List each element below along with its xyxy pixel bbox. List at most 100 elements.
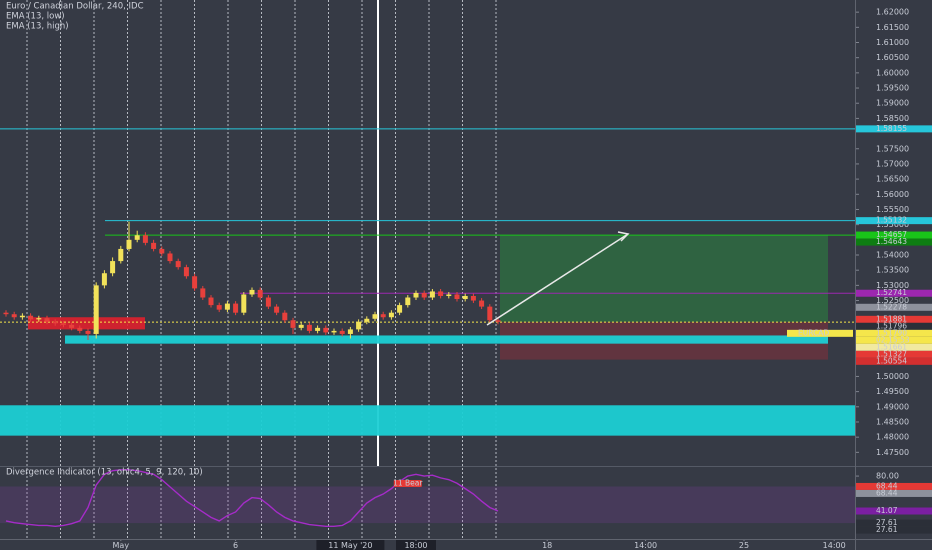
x-tick-label: 11 May '20 (328, 541, 372, 550)
price-tag-label: 1.52741 (876, 288, 907, 297)
price-tag (856, 303, 932, 311)
candle-body (167, 253, 173, 262)
x-tick-label: 6 (233, 541, 238, 550)
y-tick-label: 1.54000 (876, 251, 909, 260)
candle-body (192, 276, 198, 289)
candle-body (101, 273, 107, 286)
candle-body (438, 291, 444, 296)
value-tag (856, 507, 932, 515)
x-tick-label: May (113, 541, 130, 550)
candle-body (69, 324, 75, 328)
price-tag (856, 125, 932, 133)
candle-body (28, 315, 34, 320)
y-tick-label: 1.62000 (876, 8, 909, 17)
annotation: 11 Bear (393, 479, 423, 488)
x-tick-label: 14:00 (823, 541, 846, 550)
candle-body (470, 295, 476, 301)
price-tag-label: 1.51661 (876, 342, 907, 351)
price-tag (856, 315, 932, 323)
candle-body (93, 285, 99, 334)
candle-body (298, 324, 304, 328)
x-tick-label: 25 (739, 541, 749, 550)
candle-body (364, 318, 370, 322)
price-tag (856, 357, 932, 365)
price-tag-label: 1.51796 (876, 321, 907, 330)
x-tick-label: 18 (542, 541, 552, 550)
zone (65, 335, 828, 344)
panel-title: Divergence Indicator (13, ohlc4, 5, 9, 1… (6, 468, 203, 478)
y-tick-label: 1.49000 (876, 402, 909, 411)
y-tick-label: 1.57000 (876, 159, 909, 168)
value-tag-label: 68.44 (876, 488, 898, 497)
value-tag-label: 41.07 (876, 506, 898, 515)
candle-body (347, 329, 353, 334)
candle-body (339, 330, 345, 334)
price-tag (856, 231, 932, 239)
price-tag (856, 217, 932, 225)
y-tick-label: 1.47500 (876, 448, 909, 457)
candle-body (183, 267, 189, 277)
candle-body (380, 314, 386, 318)
y-tick-label: 1.49500 (876, 387, 909, 396)
y-tick-label: 1.57500 (876, 144, 909, 153)
x-tick-label: 18:00 (404, 541, 427, 550)
price-tag (856, 350, 932, 358)
y-tick-label: 1.60500 (876, 53, 909, 62)
indicator-band (0, 486, 855, 524)
candle-body (356, 321, 362, 330)
price-tag (856, 289, 932, 297)
price-tag-label: 1.55132 (876, 216, 907, 225)
candle-body (216, 305, 222, 310)
annotation-box (393, 480, 422, 487)
x-tick-label: 14:00 (634, 541, 657, 550)
profit-zone (500, 235, 828, 322)
candle-body (200, 288, 206, 298)
price-tag-label: 1.58155 (876, 124, 907, 133)
candle-body (36, 318, 42, 320)
price-tag-label: 1.51327 (876, 349, 907, 358)
candle-body (487, 306, 493, 321)
time-highlight (396, 540, 436, 550)
candle-body (44, 318, 50, 322)
candle-body (241, 294, 247, 313)
y-tick-label: 1.55500 (876, 205, 909, 214)
price-tag (856, 329, 932, 337)
price-tag-label: 1.54643 (876, 237, 907, 246)
candle-body (77, 327, 83, 331)
y-tick-label: 1.50000 (876, 372, 909, 381)
y-tick-label: 1.53500 (876, 266, 909, 275)
value-tag (856, 482, 932, 490)
candle-body (159, 248, 165, 254)
candle-body (151, 242, 157, 249)
candle-body (175, 261, 181, 268)
zone (28, 317, 145, 330)
candle-body (405, 297, 411, 306)
trend-arrow (486, 233, 629, 326)
y-tick-label: 1.48000 (876, 433, 909, 442)
candle-body (479, 300, 485, 307)
candle-body (429, 291, 435, 298)
candle-body (85, 330, 91, 334)
candle-body (274, 306, 280, 313)
price-tag (856, 343, 932, 351)
candle-body (315, 327, 321, 331)
price-tag-label: 02:15:53 (876, 335, 910, 344)
price-tag (856, 336, 932, 344)
candle-body (397, 305, 403, 313)
symbol-tag (787, 329, 853, 337)
candle-body (11, 314, 17, 318)
candle-body (208, 297, 214, 306)
value-tag (856, 519, 932, 527)
candle-body (446, 294, 452, 296)
candle-body (3, 312, 9, 315)
price-tag (856, 238, 932, 246)
candle-body (19, 315, 25, 318)
y-tick-label: 80.00 (876, 472, 899, 481)
arrow-head (617, 231, 630, 242)
time-highlight (316, 540, 385, 550)
value-tag-label: 68.44 (876, 481, 898, 490)
candle-body (257, 289, 263, 298)
candle-body (224, 303, 230, 310)
